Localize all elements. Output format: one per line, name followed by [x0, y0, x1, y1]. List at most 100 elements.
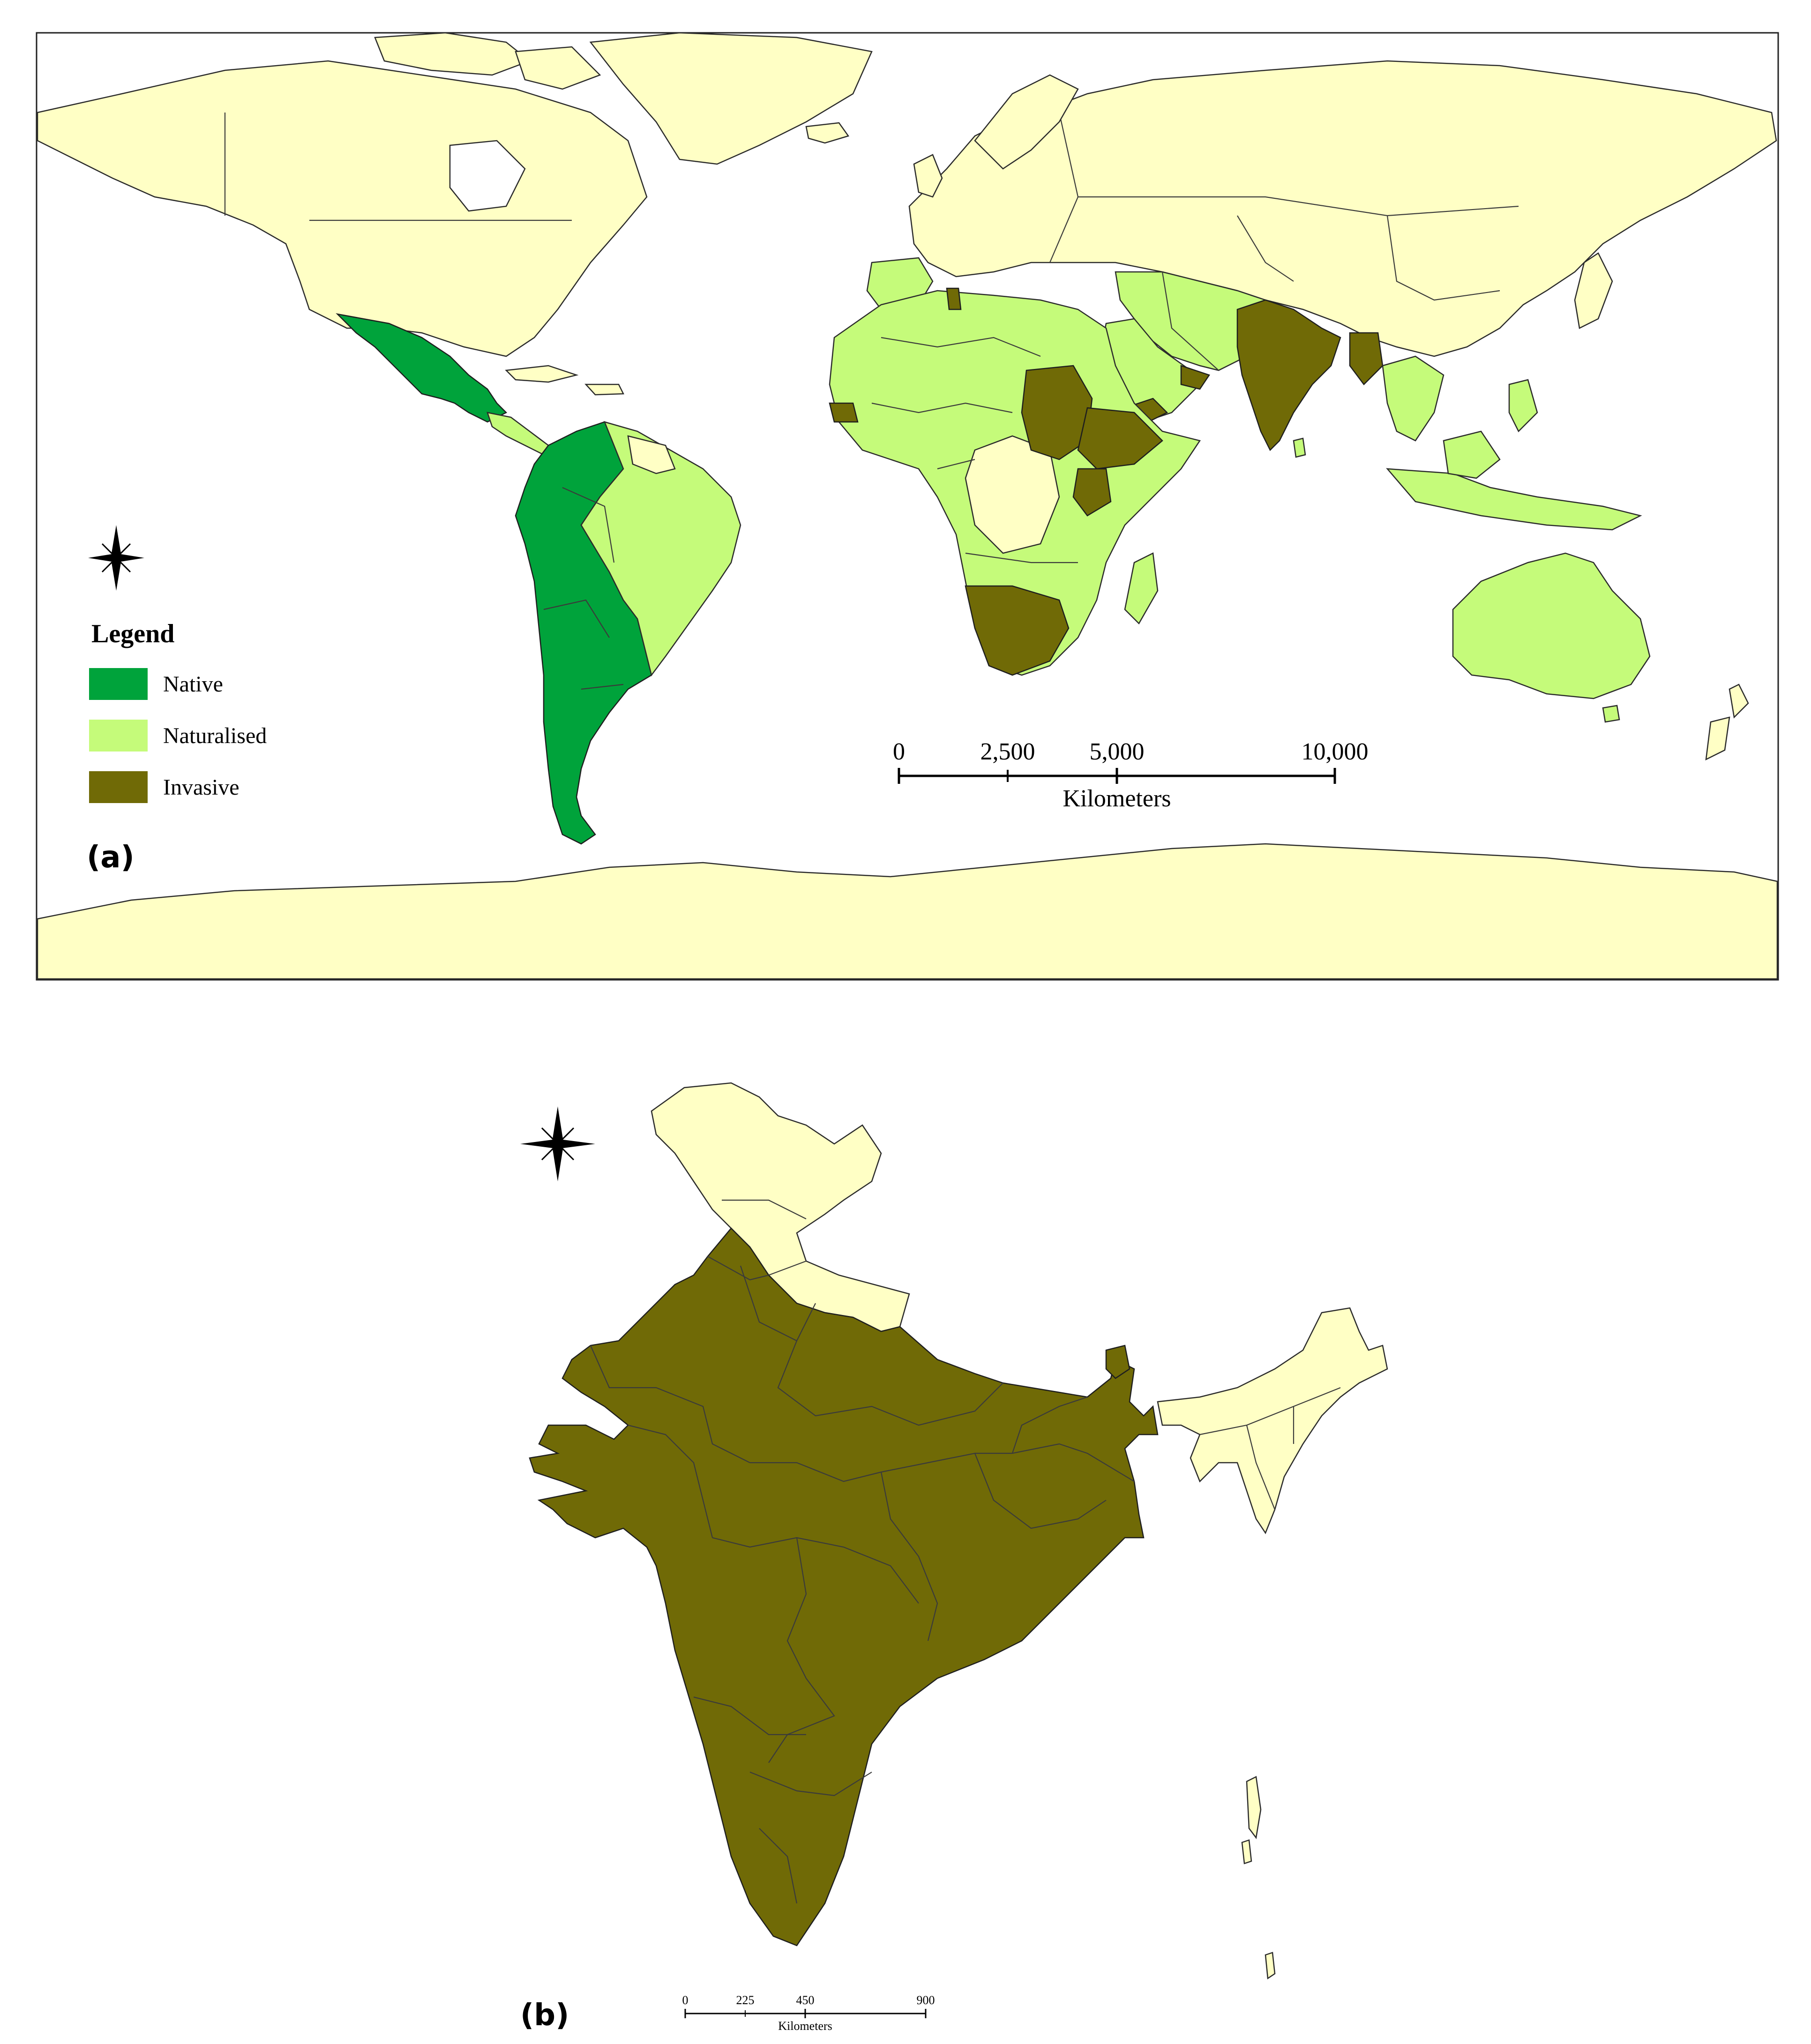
- eurasia-border: [1237, 215, 1294, 282]
- world-map-panel: Legend Native Naturalised Invasive 0 2,5…: [36, 32, 1779, 981]
- sikkim-invasive: [1105, 1345, 1130, 1379]
- british-isles: [913, 154, 943, 198]
- state-border: [628, 1424, 713, 1538]
- iceland-landmass: [805, 122, 850, 144]
- state-border: [750, 1452, 1107, 1529]
- legend-label-invasive: Invasive: [163, 775, 239, 800]
- caribbean-islands: [505, 365, 579, 383]
- japan: [1574, 252, 1613, 329]
- north-india-states: [651, 1082, 910, 1332]
- northeast-border: [1199, 1387, 1341, 1435]
- arctic-islands: [374, 32, 531, 76]
- africa-border: [965, 552, 1078, 564]
- scandinavia: [974, 74, 1079, 170]
- north-india-border: [768, 1260, 807, 1276]
- southern-africa-invasive: [965, 585, 1070, 676]
- tasmania: [1602, 705, 1620, 723]
- south-america-border: [562, 487, 615, 563]
- north-america-landmass: [37, 60, 648, 357]
- south-america-border: [581, 684, 624, 690]
- new-zealand: [1705, 716, 1730, 761]
- india-invasive-world: [1236, 299, 1341, 451]
- state-border: [975, 1443, 1135, 1482]
- state-border: [880, 1472, 938, 1641]
- central-africa: [965, 435, 1060, 554]
- scale-tick-label: 0: [893, 738, 905, 765]
- scale-tick-label: 2,500: [980, 738, 1035, 765]
- mexico-central-america: [336, 313, 508, 423]
- legend-label-native: Native: [163, 672, 223, 697]
- legend-item-native: Native: [89, 668, 223, 700]
- africa-border: [871, 402, 1013, 413]
- india-map-panel: 0 225 450 900 Kilometers (b): [520, 1082, 1388, 2033]
- scale-tick-label: 900: [917, 1993, 935, 2007]
- north-india-border: [722, 1199, 807, 1219]
- compass-rose-icon: [520, 1106, 595, 1181]
- legend-swatch-naturalised: [89, 720, 148, 751]
- australia: [1452, 552, 1651, 699]
- legend-label-naturalised: Naturalised: [163, 723, 267, 748]
- andaman-islands: [1241, 1839, 1252, 1864]
- state-border: [777, 1340, 1003, 1426]
- indonesia: [1386, 468, 1642, 531]
- ethiopia-invasive: [1077, 407, 1163, 470]
- scale-tick-label: 5,000: [1090, 738, 1145, 765]
- arabia-invasive-oman: [1180, 365, 1210, 390]
- state-border: [590, 1345, 750, 1463]
- new-zealand: [1729, 684, 1749, 719]
- legend: Legend Native Naturalised Invasive: [89, 619, 267, 803]
- africa-border: [881, 337, 1041, 357]
- south-america-border: [543, 599, 610, 638]
- panel-label-a: (a): [87, 840, 135, 875]
- senegal-invasive: [829, 402, 859, 423]
- madagascar: [1124, 552, 1159, 625]
- middle-east-border: [1161, 271, 1219, 371]
- borneo: [1443, 430, 1501, 479]
- state-border: [1011, 1396, 1088, 1454]
- scale-unit-label: Kilometers: [1063, 785, 1171, 812]
- panel-label-b: (b): [520, 1998, 569, 2033]
- southeast-asia: [1382, 355, 1444, 442]
- caribbean-islands: [584, 383, 624, 396]
- northeast-border: [1246, 1425, 1276, 1510]
- hudson-bay: [449, 140, 526, 212]
- state-border: [740, 1265, 816, 1342]
- scale-tick-label: 10,000: [1302, 738, 1369, 765]
- scale-tick-label: 225: [736, 1993, 755, 2007]
- state-border: [759, 1828, 798, 1904]
- scale-tick-label: 0: [682, 1993, 688, 2007]
- legend-item-invasive: Invasive: [89, 771, 239, 803]
- scale-bar-world: 0 2,500 5,000 10,000 Kilometers: [893, 738, 1369, 812]
- state-border: [749, 1771, 872, 1796]
- legend-swatch-invasive: [89, 771, 148, 803]
- morocco-invasive: [946, 287, 962, 310]
- africa-border: [937, 458, 975, 470]
- state-border: [693, 1696, 806, 1736]
- andaman-islands: [1246, 1776, 1262, 1840]
- legend-swatch-native: [89, 668, 148, 700]
- sudan-invasive: [1021, 365, 1093, 460]
- scale-unit-label: Kilometers: [778, 2019, 832, 2033]
- myanmar-invasive: [1349, 332, 1384, 385]
- arctic-islands: [515, 46, 601, 90]
- legend-item-naturalised: Naturalised: [89, 720, 267, 751]
- sri-lanka: [1293, 437, 1306, 458]
- scale-tick-label: 450: [796, 1993, 815, 2007]
- india-invasive-main: [529, 1227, 1159, 1946]
- scale-bar-india: 0 225 450 900 Kilometers: [682, 1993, 935, 2033]
- eurasia-border: [1078, 196, 1519, 217]
- state-border: [707, 1256, 769, 1281]
- eurasia-border: [1386, 215, 1500, 301]
- south-america-brazil: [580, 421, 741, 676]
- state-border: [712, 1537, 919, 1604]
- kenya-invasive: [1072, 468, 1112, 517]
- compass-rose-icon: [88, 525, 144, 591]
- philippines: [1508, 379, 1538, 433]
- nicobar-islands: [1265, 1952, 1276, 1980]
- antarctica: [37, 843, 1778, 980]
- legend-title: Legend: [91, 619, 174, 648]
- guianas: [627, 435, 676, 474]
- greenland-landmass: [589, 32, 873, 165]
- northeast-india-states: [1157, 1307, 1388, 1534]
